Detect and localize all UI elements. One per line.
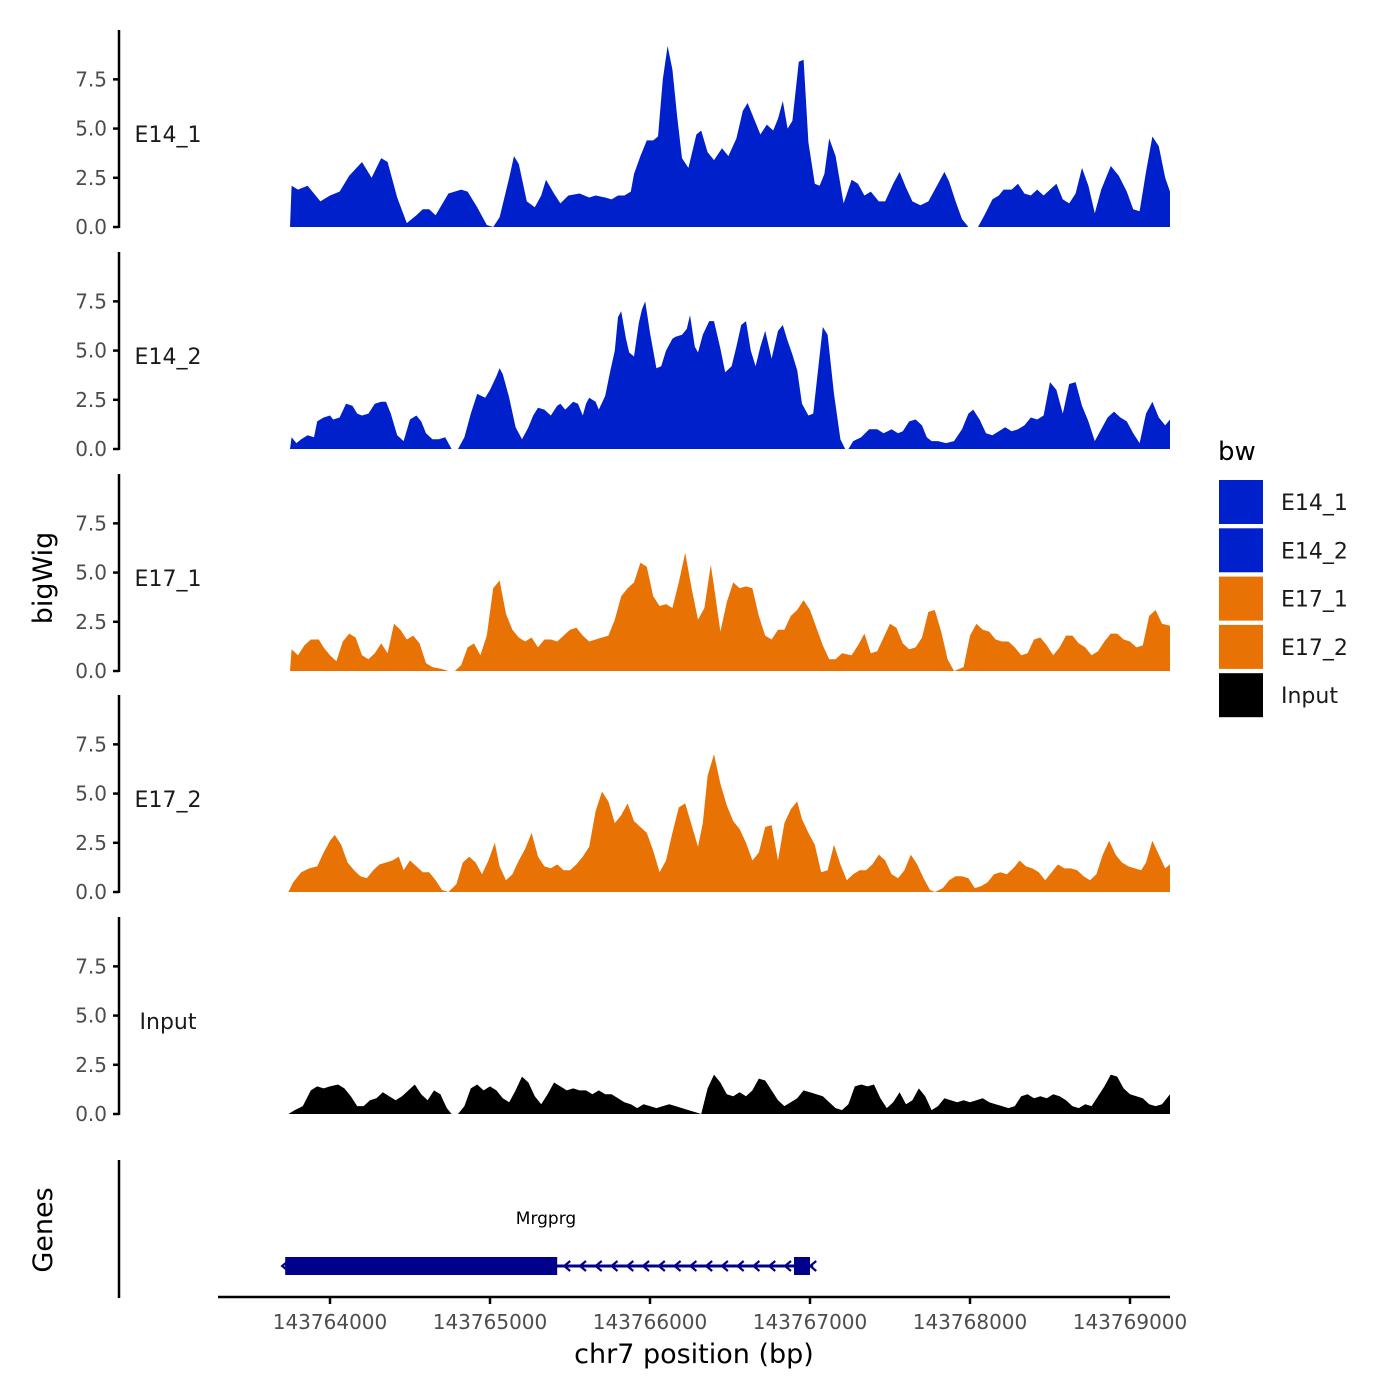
x-axis-title: chr7 position (bp) bbox=[574, 1339, 814, 1370]
legend-swatch-E14_2 bbox=[1219, 528, 1263, 573]
strand-chevron bbox=[704, 1260, 713, 1272]
legend-swatch-E14_1 bbox=[1219, 480, 1263, 524]
y-tick-label: 0.0 bbox=[75, 437, 107, 461]
track-label-E14_1: E14_1 bbox=[135, 123, 202, 148]
legend-label-E17_1: E17_1 bbox=[1281, 588, 1348, 613]
coverage-area-E17_2 bbox=[288, 754, 1170, 892]
legend-swatch-E17_1 bbox=[1219, 576, 1263, 621]
legend-label-Input: Input bbox=[1281, 684, 1338, 709]
strand-chevron bbox=[767, 1260, 776, 1272]
legend-title: bw bbox=[1218, 437, 1256, 467]
y-tick-label: 7.5 bbox=[75, 732, 107, 756]
strand-chevron bbox=[280, 1260, 289, 1272]
y-tick-label: 5.0 bbox=[75, 117, 107, 141]
y-tick-label: 5.0 bbox=[75, 339, 107, 363]
y-tick-label: 0.0 bbox=[75, 880, 107, 904]
y-tick-label: 7.5 bbox=[75, 289, 107, 313]
legend: bw E14_1 E14_2 E17_1 E17_2 Input bbox=[1218, 437, 1348, 718]
x-tick-label: 143766000 bbox=[593, 1310, 708, 1334]
track-panel-E17_1: 0.0 2.5 5.0 7.5 E17_1 bbox=[75, 474, 1170, 683]
strand-chevron bbox=[578, 1260, 587, 1272]
strand-chevron bbox=[594, 1260, 603, 1272]
y-tick-label: 2.5 bbox=[75, 388, 107, 412]
y-tick-label: 7.5 bbox=[75, 511, 107, 535]
genes-axis-title: Genes bbox=[28, 1187, 59, 1272]
coverage-area-E14_2 bbox=[290, 301, 1170, 449]
strand-chevron bbox=[735, 1260, 745, 1272]
strand-chevron bbox=[657, 1260, 666, 1272]
x-tick-label: 143768000 bbox=[913, 1310, 1028, 1334]
legend-label-E14_1: E14_1 bbox=[1281, 491, 1348, 516]
y-tick-label: 5.0 bbox=[75, 782, 107, 806]
y-tick-label: 7.5 bbox=[75, 67, 107, 91]
y-tick-label: 5.0 bbox=[75, 561, 107, 585]
strand-chevron bbox=[672, 1260, 682, 1272]
strand-chevron bbox=[783, 1260, 792, 1272]
x-tick-label: 143764000 bbox=[273, 1310, 388, 1334]
coverage-area-E17_1 bbox=[290, 552, 1170, 671]
strand-chevron bbox=[751, 1260, 761, 1272]
legend-swatch-E17_2 bbox=[1219, 624, 1263, 669]
y-tick-label: 0.0 bbox=[75, 215, 107, 239]
y-tick-label: 5.0 bbox=[75, 1004, 107, 1028]
y-tick-label: 2.5 bbox=[75, 1053, 107, 1077]
x-tick-label: 143769000 bbox=[1073, 1310, 1188, 1334]
legend-label-E17_2: E17_2 bbox=[1281, 636, 1348, 661]
strand-chevron bbox=[641, 1260, 650, 1272]
gene-label: Mrgprg bbox=[516, 1209, 576, 1229]
y-tick-label: 2.5 bbox=[75, 166, 107, 190]
y-tick-label: 2.5 bbox=[75, 610, 107, 634]
track-panel-E14_2: 0.0 2.5 5.0 7.5 E14_2 bbox=[75, 252, 1170, 461]
track-panels: 0.0 2.5 5.0 7.5 E14_1 0.0 2.5 5.0 7.5 E14_2 0.0 2.5… bbox=[75, 30, 1170, 1126]
y-tick-label: 0.0 bbox=[75, 1102, 107, 1126]
track-panel-E17_2: 0.0 2.5 5.0 7.5 E17_2 bbox=[75, 695, 1170, 904]
x-tick-label: 143765000 bbox=[433, 1310, 548, 1334]
track-panel-Input: 0.0 2.5 5.0 7.5 Input bbox=[75, 917, 1170, 1126]
y-tick-label: 2.5 bbox=[75, 831, 107, 855]
y-axis-title: bigWig bbox=[28, 532, 59, 625]
coverage-area-Input bbox=[288, 1074, 1170, 1114]
track-label-Input: Input bbox=[140, 1010, 197, 1035]
gene-exon bbox=[794, 1257, 810, 1275]
gene-exon bbox=[285, 1257, 558, 1275]
legend-label-E14_2: E14_2 bbox=[1281, 539, 1348, 564]
track-label-E17_1: E17_1 bbox=[135, 567, 202, 592]
track-label-E17_2: E17_2 bbox=[135, 788, 202, 813]
strand-chevron bbox=[720, 1260, 729, 1272]
x-tick-label: 143767000 bbox=[753, 1310, 868, 1334]
y-tick-label: 0.0 bbox=[75, 659, 107, 683]
coverage-area-E14_1 bbox=[290, 45, 1170, 228]
strand-chevron bbox=[609, 1260, 619, 1272]
strand-chevron bbox=[808, 1260, 817, 1272]
strand-chevron bbox=[688, 1260, 698, 1272]
legend-swatch-Input bbox=[1219, 673, 1263, 718]
y-tick-label: 7.5 bbox=[75, 954, 107, 978]
strand-chevron bbox=[625, 1260, 634, 1272]
gene-track: Mrgprg bbox=[117, 1160, 817, 1298]
strand-chevron bbox=[562, 1260, 571, 1272]
track-label-E14_2: E14_2 bbox=[135, 345, 202, 370]
x-axis: 143764000 143765000 143766000 143767000 1437… bbox=[218, 1295, 1188, 1334]
track-panel-E14_1: 0.0 2.5 5.0 7.5 E14_1 bbox=[75, 30, 1170, 239]
